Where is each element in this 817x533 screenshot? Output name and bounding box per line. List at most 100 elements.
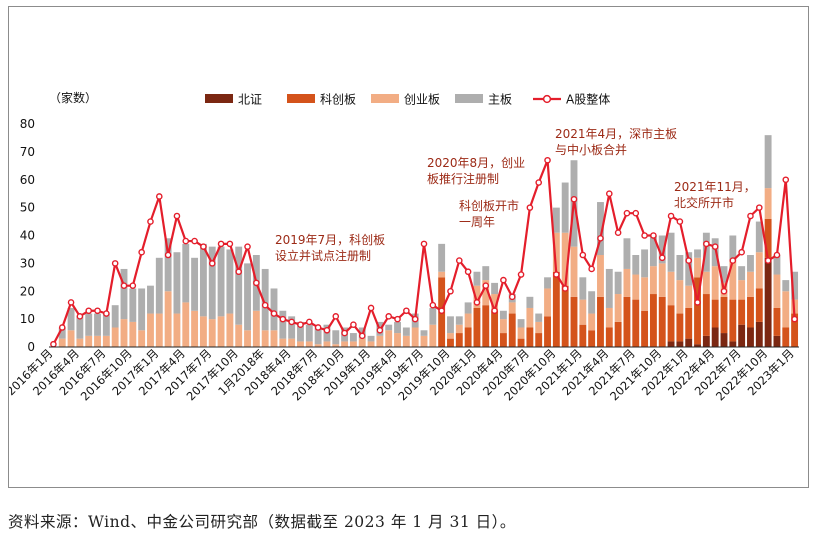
bar-kechuang [773,307,781,336]
bar-chuangye [614,294,622,322]
bar-chuangye [570,246,578,297]
bar-chuangye [102,335,110,347]
bar-zhuban [455,316,463,325]
bar-chuangye [288,338,296,347]
total-point [685,257,693,264]
bar-kechuang [482,305,490,347]
y-axis-label: （家数） [49,90,97,105]
bar-kechuang [755,288,763,322]
bar-zhuban [261,268,269,331]
bar-zhuban [473,271,481,286]
total-point [244,243,251,250]
bar-zhuban [782,280,790,292]
bar-chuangye [694,257,701,278]
bar-chuangye [244,330,251,347]
bar-zhuban [597,202,604,256]
total-point [58,324,66,331]
bar-chuangye [138,330,146,347]
bar-zhuban [447,316,454,334]
bar-chuangye [641,277,649,311]
total-point [226,240,234,248]
total-point [658,254,666,262]
total-point [623,209,631,217]
bar-chuangye [226,313,234,347]
bar-beizheng [694,344,701,347]
total-point [261,301,269,309]
bar-chuangye [552,232,560,272]
bar-zhuban [314,327,322,345]
bar-zhuban [482,266,490,281]
source-note: 资料来源：Wind、中金公司研究部（数据截至 2023 年 1 月 31 日）。 [8,513,516,531]
bar-chuangye [367,341,375,347]
total-point [773,251,781,259]
bar-beizheng [720,333,728,347]
bar-zhuban [94,313,101,336]
y-tick-label: 40 [20,229,35,243]
bar-chuangye [67,330,75,347]
total-point [394,315,401,323]
bar-beizheng [676,341,684,347]
y-axis: 0 10 20 30 40 50 60 70 80 [20,117,35,354]
bar-chuangye [191,310,199,347]
bar-chuangye [429,324,437,347]
bar-chuangye [76,338,84,347]
total-point [420,240,428,248]
y-tick-label: 50 [20,201,35,215]
annotation-text: 2019年7月，科创板 [275,233,385,247]
total-point [147,218,154,225]
total-point [561,285,569,292]
total-point [517,271,525,278]
bar-zhuban [305,324,313,342]
bar-kechuang [570,296,578,347]
legend-marker [542,94,552,104]
bar-chuangye [94,335,101,347]
legend-label: 创业板 [404,93,440,107]
total-point [473,299,481,306]
bar-kechuang [676,313,684,342]
bar-zhuban [764,135,772,189]
bar-zhuban [605,268,613,308]
bar-chuangye [605,307,613,328]
bar-chuangye [535,321,543,334]
bar-chuangye [217,316,225,347]
bar-zhuban [120,268,128,320]
bar-zhuban [694,249,701,258]
bar-kechuang [499,333,507,347]
bar-chuangye [544,288,551,317]
total-point [50,340,57,348]
bar-chuangye [182,302,190,347]
bar-zhuban [685,252,693,286]
bar-chuangye [420,335,428,347]
bar-zhuban [385,324,393,331]
total-point [411,315,419,323]
total-point [191,237,198,245]
total-point [720,287,728,295]
bar-chuangye [658,263,666,297]
bar-kechuang [711,299,719,328]
bar-zhuban [499,310,507,320]
bar-zhuban [517,319,525,328]
total-point [305,318,313,326]
bar-chuangye [773,274,781,308]
total-point [747,212,754,220]
y-tick-label: 20 [20,284,35,298]
bar-chuangye [579,299,587,325]
bar-zhuban [367,335,375,342]
bar-kechuang [764,218,772,258]
bar-zhuban [632,255,640,275]
bar-zhuban [182,243,190,303]
total-point [500,276,507,284]
bar-kechuang [552,271,560,347]
bar-zhuban [279,310,287,339]
total-point [455,257,463,264]
bar-kechuang [508,313,516,347]
total-point [217,240,225,248]
bar-zhuban [58,327,66,339]
total-point [358,332,366,340]
bar-kechuang [447,338,454,347]
y-tick-label: 80 [20,117,35,131]
bar-chuangye [376,335,384,347]
bar-zhuban [164,238,172,292]
bar-chuangye [447,333,454,339]
bar-kechuang [473,307,481,347]
